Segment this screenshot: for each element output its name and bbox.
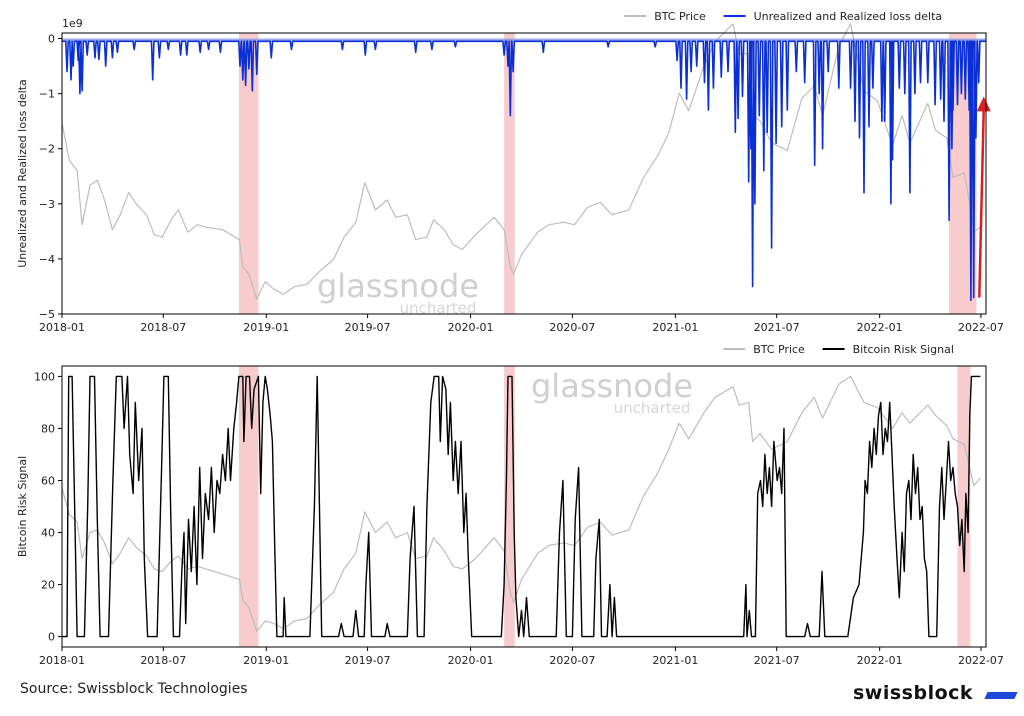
x-tick-label: 2019-01 [243,321,289,334]
x-tick-label: 2019-07 [345,321,391,334]
y-tick-label: 0 [48,631,55,644]
x-tick-label: 2021-01 [652,654,698,667]
x-tick-label: 2018-07 [140,321,186,334]
y-tick-label: −2 [39,143,55,156]
watermark-logo: glassnode [317,267,479,305]
legend-entry: BTC Price [654,10,706,23]
series-line [61,40,987,301]
y-tick-label: −4 [39,253,55,266]
plot-frame [61,32,987,315]
source-caption: Source: Swissblock Technologies [20,681,248,697]
x-tick-label: 2022-07 [958,321,1004,334]
x-tick-label: 2019-01 [243,654,289,667]
watermark-logo: glassnode [531,367,693,405]
y-tick-label: 20 [41,579,55,592]
watermark-logo-sub: uncharted [614,399,691,417]
x-tick-label: 2021-07 [754,654,800,667]
watermark-logo-sub: uncharted [400,299,477,317]
legend-entry: Bitcoin Risk Signal [853,343,954,356]
series-line [61,23,981,300]
y-axis-label: Unrealized and Realized loss delta [16,79,29,268]
y-tick-label: −5 [39,308,55,321]
x-tick-label: 2020-01 [448,654,494,667]
x-tick-label: 2018-01 [39,654,85,667]
y-tick-label: 40 [41,527,55,540]
x-tick-label: 2022-01 [857,654,903,667]
y-tick-label: 80 [41,422,55,435]
x-tick-label: 2022-01 [857,321,903,334]
y-axis-multiplier: 1e9 [62,17,83,30]
highlight-band [957,366,971,647]
legend-entry: BTC Price [753,343,805,356]
y-tick-label: −3 [39,198,55,211]
plot-frame [61,365,987,648]
legend-entry: Unrealized and Realized loss delta [754,10,943,23]
series-line [61,375,981,632]
annotation-arrow [978,108,986,298]
highlight-band [238,366,259,647]
x-tick-label: 2018-07 [140,654,186,667]
y-tick-label: 0 [48,33,55,46]
brand-logo: swissblock [853,682,974,704]
y-tick-label: 100 [34,370,55,383]
brand-bar-icon [984,692,1018,699]
x-tick-label: 2018-01 [39,321,85,334]
series-line [62,375,981,638]
x-tick-label: 2019-07 [345,654,391,667]
x-tick-label: 2022-07 [958,654,1004,667]
x-tick-label: 2021-01 [652,321,698,334]
y-axis-label: Bitcoin Risk Signal [16,456,29,557]
highlight-band [504,33,515,314]
x-tick-label: 2020-07 [549,654,595,667]
x-tick-label: 2021-07 [754,321,800,334]
highlight-band [238,33,259,314]
y-tick-label: 60 [41,474,55,487]
x-tick-label: 2020-01 [448,321,494,334]
highlight-band [504,366,515,647]
x-tick-label: 2020-07 [549,321,595,334]
annotation-arrowhead [976,96,991,112]
y-tick-label: −1 [39,88,55,101]
